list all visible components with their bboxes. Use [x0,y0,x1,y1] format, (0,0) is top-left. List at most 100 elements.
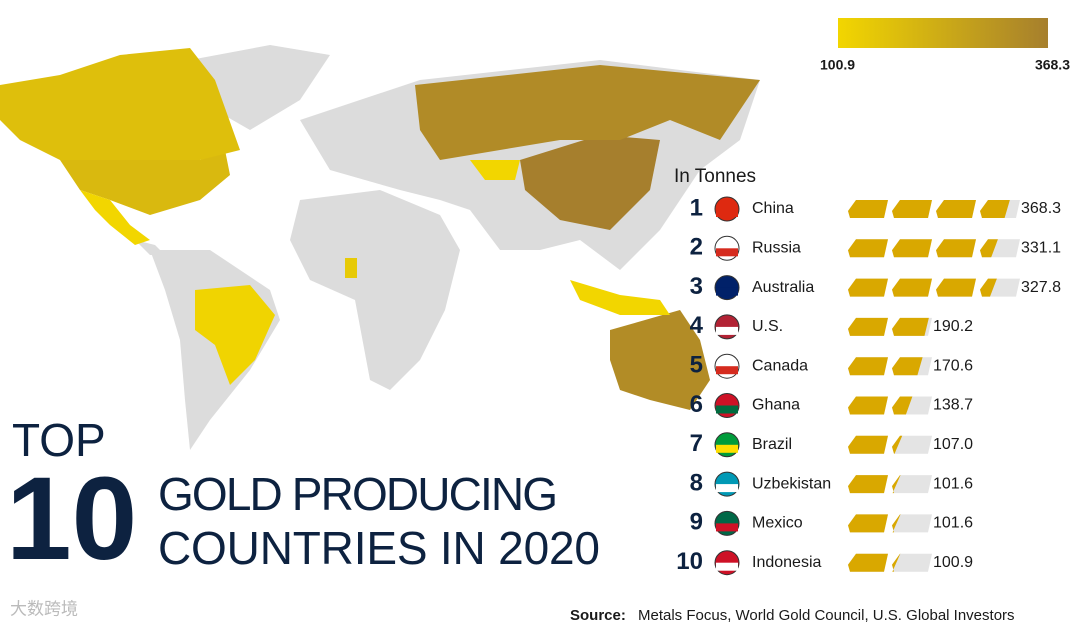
flag-band [716,326,738,335]
country-name: Uzbekistan [752,475,831,492]
country-shape [345,258,357,278]
country-name: Australia [752,279,814,296]
flag-band [716,366,738,375]
gold-bars [848,200,1020,218]
flag [714,235,740,261]
gold-bars [848,553,932,572]
gold-bars [848,475,932,494]
flag-band [716,523,738,532]
rank: 7 [690,430,703,457]
rank: 6 [690,391,703,418]
gold-bars [848,396,932,415]
rank: 2 [690,234,703,261]
rank: 3 [690,273,703,300]
bar-icon [980,278,997,297]
bar-icon-empty [892,553,932,572]
country-name: Brazil [752,436,792,453]
bar-icon [892,475,901,494]
bar-icon [848,239,888,258]
bar-icon [892,239,932,258]
bar-icon [980,200,1010,218]
value-label: 100.9 [933,554,973,571]
country-shape [195,285,275,385]
title-number: 10 [6,453,137,585]
value-label: 107.0 [933,436,973,453]
gold-bars [848,514,932,533]
bar-icon [892,200,932,218]
country-shape [610,310,710,410]
value-label: 170.6 [933,357,973,374]
rank: 1 [690,194,703,221]
source: Metals Focus, World Gold Council, U.S. G… [638,607,1015,624]
rank: 4 [690,312,704,339]
country-name: U.S. [752,318,783,335]
source-prefix: Source: [570,607,626,624]
value-label: 327.8 [1021,279,1061,296]
gold-bars [848,278,1020,297]
bar-icon [848,396,888,415]
title-top: TOP [12,414,106,466]
value-label: 101.6 [933,475,973,492]
bar-icon [848,553,888,572]
flag-band [716,209,738,217]
country-shape [80,190,150,245]
bar-icon [892,357,923,376]
bar-icon [892,553,901,572]
bar-icon [892,514,901,533]
country-shape [520,135,660,230]
value-label: 138.7 [933,397,973,414]
country-shape [570,280,670,315]
rank: 5 [690,352,703,379]
color-scale [838,18,1048,48]
country-name: Canada [752,357,808,374]
africa [290,190,460,390]
world-map [0,45,760,450]
rank: 10 [676,548,703,575]
bar-icon [848,200,888,218]
gold-bars [848,317,932,336]
bar-icon [848,475,888,494]
country-shape [0,48,240,160]
bar-icon-empty [892,514,932,533]
country-name: China [752,200,794,217]
value-label: 331.1 [1021,240,1061,257]
bar-icon [892,317,929,336]
bar-icon [848,514,888,533]
central-america [135,240,165,255]
bar-icon [848,435,888,454]
gold-bars [848,357,932,376]
bar-icon [848,357,888,376]
bar-icon-empty [892,435,932,454]
bar-icon [892,435,903,454]
flag-band [716,248,738,257]
gold-bars [848,435,932,454]
south-america [150,250,280,450]
flag-band [716,562,738,571]
bar-icon [936,278,976,297]
unit-label: In Tonnes [674,166,756,187]
country-shape [415,65,760,160]
scale-min-label: 100.9 [820,57,855,73]
bar-icon [848,278,888,297]
country-shape [470,160,520,180]
scale-max-label: 368.3 [1035,57,1070,73]
bar-icon [892,396,913,415]
flag-band [716,444,738,453]
title-line2: COUNTRIES IN 2020 [158,522,600,574]
bar-icon [892,278,932,297]
bar-icon [848,317,888,336]
bar-icon-empty [892,475,932,494]
title-line1: GOLD PRODUCING [158,468,558,520]
bar-icon [980,239,998,258]
country-name: Russia [752,240,801,257]
flag-band [716,287,738,296]
gold-bars [848,239,1020,258]
bar-icon [936,200,976,218]
bar-icon [936,239,976,258]
country-name: Ghana [752,397,800,414]
rank: 9 [690,509,703,536]
country-name: Indonesia [752,554,821,571]
rank: 8 [690,469,703,496]
value-label: 190.2 [933,318,973,335]
